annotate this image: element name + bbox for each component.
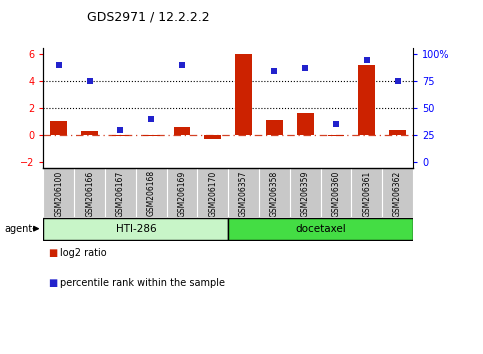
Bar	[50, 121, 67, 135]
Text: GSM206360: GSM206360	[331, 170, 341, 217]
Text: GSM206170: GSM206170	[208, 170, 217, 217]
Bar	[389, 130, 406, 135]
Text: docetaxel: docetaxel	[295, 224, 346, 234]
Bar	[43, 218, 228, 240]
Bar	[358, 65, 375, 135]
Bar	[204, 135, 221, 139]
Text: GDS2971 / 12.2.2.2: GDS2971 / 12.2.2.2	[87, 11, 210, 24]
Bar	[235, 55, 252, 135]
Text: GSM206100: GSM206100	[55, 170, 63, 217]
Text: percentile rank within the sample: percentile rank within the sample	[60, 278, 226, 288]
Text: GSM206167: GSM206167	[116, 170, 125, 217]
Text: GSM206359: GSM206359	[301, 170, 310, 217]
Bar	[143, 135, 160, 136]
Text: agent: agent	[5, 224, 33, 234]
Bar	[297, 113, 313, 135]
Text: GSM206169: GSM206169	[178, 170, 186, 217]
Text: ■: ■	[48, 278, 57, 288]
Text: ■: ■	[48, 248, 57, 258]
Bar	[112, 135, 129, 136]
Text: HTI-286: HTI-286	[115, 224, 156, 234]
Text: GSM206362: GSM206362	[393, 170, 402, 217]
Text: GSM206361: GSM206361	[362, 170, 371, 217]
Bar	[266, 120, 283, 135]
Text: GSM206357: GSM206357	[239, 170, 248, 217]
Bar	[173, 127, 190, 135]
Bar	[81, 131, 98, 135]
Text: GSM206166: GSM206166	[85, 170, 94, 217]
Text: log2 ratio: log2 ratio	[60, 248, 107, 258]
Text: GSM206168: GSM206168	[147, 170, 156, 216]
Text: GSM206358: GSM206358	[270, 170, 279, 217]
Bar	[327, 135, 344, 136]
Bar	[228, 218, 413, 240]
